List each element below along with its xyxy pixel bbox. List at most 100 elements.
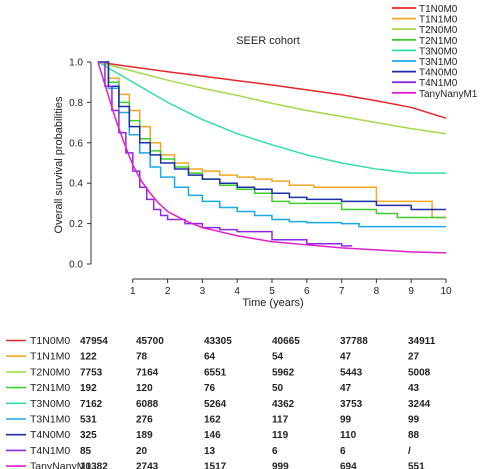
risk-cell: 192 [80, 383, 97, 394]
series-line-t2n0m0 [97, 61, 447, 135]
risk-cell: 6 [340, 446, 346, 457]
series-line-t1n0m0 [97, 61, 447, 119]
risk-row-label: T1N1M0 [30, 351, 70, 363]
risk-cell: 999 [272, 462, 289, 469]
risk-cell: 20 [136, 446, 148, 457]
risk-cell: 50 [272, 383, 284, 394]
risk-row-label: T3N0M0 [30, 398, 70, 410]
x-tick-label: 9 [408, 286, 414, 297]
series-line-t3n1m0 [98, 61, 446, 228]
risk-cell: 4362 [272, 399, 295, 410]
y-tick-label: 1.0 [69, 58, 83, 69]
risk-cell: 10382 [80, 462, 108, 469]
risk-cell: 120 [136, 383, 153, 394]
risk-cell: 54 [272, 352, 284, 363]
x-tick-label: 4 [234, 286, 240, 297]
x-tick-label: 2 [165, 286, 171, 297]
risk-cell: 27 [408, 352, 420, 363]
risk-cell: 694 [340, 462, 357, 469]
risk-cell: 78 [136, 352, 148, 363]
legend-label: T2N1M0 [419, 36, 458, 47]
legend-label: T3N1M0 [419, 57, 458, 68]
risk-cell: 7753 [80, 367, 103, 378]
risk-cell: 122 [80, 352, 97, 363]
risk-cell: 13 [204, 446, 216, 457]
risk-cell: 6551 [204, 367, 227, 378]
risk-cell: 1517 [204, 462, 227, 469]
y-tick-label: 0.8 [69, 98, 83, 109]
risk-cell: 47 [340, 352, 352, 363]
risk-row-label: T1N0M0 [30, 335, 70, 347]
risk-row-label: T4N1M0 [30, 445, 70, 457]
legend-label: T4N1M0 [419, 78, 458, 89]
risk-cell: 45700 [136, 336, 164, 347]
risk-cell: 3753 [340, 399, 363, 410]
risk-cell: / [408, 446, 411, 457]
risk-table: T1N0M0 47954 45700 43305 40665 37788 34911 T1N1… [6, 335, 436, 469]
x-tick-label: 7 [339, 286, 345, 297]
series-layer [97, 61, 447, 254]
series-line-t4n0m0 [98, 61, 446, 211]
legend-label: TanyNanyM1 [419, 89, 478, 100]
y-tick-label: 0.2 [69, 219, 83, 230]
series-line-t1n1m0 [98, 61, 446, 219]
risk-cell: 43305 [204, 336, 232, 347]
risk-cell: 99 [340, 415, 352, 426]
risk-cell: 2743 [136, 462, 159, 469]
x-tick-label: 6 [304, 286, 310, 297]
risk-cell: 146 [204, 430, 221, 441]
x-tick-label: 1 [130, 286, 136, 297]
series-line-tanynanym1 [97, 61, 447, 254]
risk-cell: 531 [80, 415, 97, 426]
risk-cell: 189 [136, 430, 153, 441]
risk-cell: 325 [80, 430, 97, 441]
y-tick-label: 0.4 [69, 179, 83, 190]
risk-cell: 110 [340, 430, 357, 441]
risk-cell: 34911 [408, 336, 436, 347]
y-axis-label: Overall survival probabilities [53, 96, 65, 233]
legend-label: T2N0M0 [419, 25, 458, 36]
risk-cell: 5443 [340, 367, 363, 378]
risk-row-label: TanyNanyM1 [30, 461, 91, 469]
risk-cell: 276 [136, 415, 153, 426]
x-tick-label: 5 [269, 286, 275, 297]
series-line-t3n0m0 [97, 61, 446, 174]
legend-label: T3N0M0 [419, 46, 458, 57]
y-tick-label: 0.6 [69, 138, 83, 149]
risk-cell: 47 [340, 383, 352, 394]
risk-cell: 6 [272, 446, 278, 457]
chart-legend: T1N0M0T1N1M0T2N0M0T2N1M0T3N0M0T3N1M0T4N0… [392, 4, 478, 100]
x-tick-label: 8 [374, 286, 380, 297]
risk-cell: 7164 [136, 367, 159, 378]
risk-row-label: T4N0M0 [30, 429, 70, 441]
risk-cell: 43 [408, 383, 420, 394]
risk-cell: 119 [272, 430, 289, 441]
x-tick-label: 10 [440, 286, 452, 297]
risk-cell: 40665 [272, 336, 300, 347]
risk-cell: 162 [204, 415, 221, 426]
chart-title: SEER cohort [236, 35, 300, 47]
risk-row-label: T2N0M0 [30, 366, 70, 378]
legend-label: T1N0M0 [419, 4, 458, 15]
risk-cell: 5008 [408, 367, 431, 378]
risk-cell: 76 [204, 383, 216, 394]
series-line-t4n1m0 [98, 61, 353, 247]
risk-cell: 3244 [408, 399, 431, 410]
risk-cell: 5264 [204, 399, 227, 410]
risk-cell: 99 [408, 415, 420, 426]
legend-label: T4N0M0 [419, 68, 458, 79]
risk-cell: 88 [408, 430, 420, 441]
chart-axes: 1 2 3 4 5 6 7 8 9 10 0.0 0.2 0.4 0.6 0.8 1.0 [69, 58, 452, 298]
risk-cell: 85 [80, 446, 92, 457]
risk-cell: 64 [204, 352, 216, 363]
risk-cell: 37788 [340, 336, 368, 347]
risk-cell: 117 [272, 415, 289, 426]
risk-cell: 6088 [136, 399, 159, 410]
risk-cell: 47954 [80, 336, 108, 347]
risk-cell: 551 [408, 462, 425, 469]
risk-row-label: T2N1M0 [30, 382, 70, 394]
x-tick-label: 3 [200, 286, 206, 297]
risk-row-label: T3N1M0 [30, 414, 70, 426]
risk-cell: 5962 [272, 367, 295, 378]
